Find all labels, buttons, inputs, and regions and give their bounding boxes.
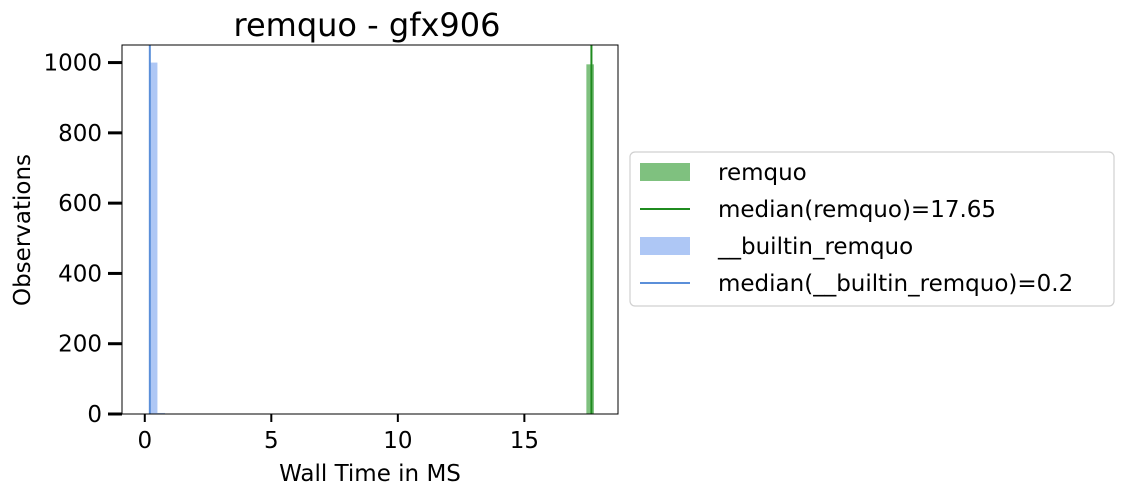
y-tick-label-5: 800 — [58, 121, 102, 147]
legend-frame — [629, 151, 1115, 307]
y-tick-label-1: 0 — [87, 402, 102, 428]
axes-frame — [121, 44, 619, 415]
x-tick-label-2: 5 — [264, 428, 279, 454]
legend-swatch-3 — [640, 237, 690, 255]
legend-label-1: remquo — [718, 160, 807, 186]
legend-label-3: __builtin_remquo — [717, 234, 913, 260]
histogram-bar-2-2 — [157, 412, 166, 414]
histogram-bar-2-1 — [149, 62, 158, 414]
y-tick-label-6: 1000 — [43, 51, 102, 77]
x-tick-label-1: 0 — [137, 428, 152, 454]
legend-swatch-1 — [640, 163, 690, 181]
x-tick-label-4: 15 — [510, 428, 539, 454]
y-axis-label: Observations — [10, 154, 36, 306]
y-tick-label-2: 200 — [58, 332, 102, 358]
legend-label-2: median(remquo)=17.65 — [718, 197, 996, 223]
x-tick-label-3: 10 — [383, 428, 412, 454]
chart-title: remquo - gfx906 — [234, 6, 501, 44]
legend-label-4: median(__builtin_remquo)=0.2 — [718, 271, 1073, 297]
histogram-bar-1-1 — [586, 64, 594, 414]
x-axis-label: Wall Time in MS — [279, 461, 461, 487]
y-tick-label-4: 600 — [58, 191, 102, 217]
plot-area: 0 5 10 15 0 200 400 600 800 1000 — [43, 44, 619, 454]
legend: remquo median(remquo)=17.65 __builtin_remq… — [629, 151, 1115, 307]
y-tick-label-3: 400 — [58, 261, 102, 287]
